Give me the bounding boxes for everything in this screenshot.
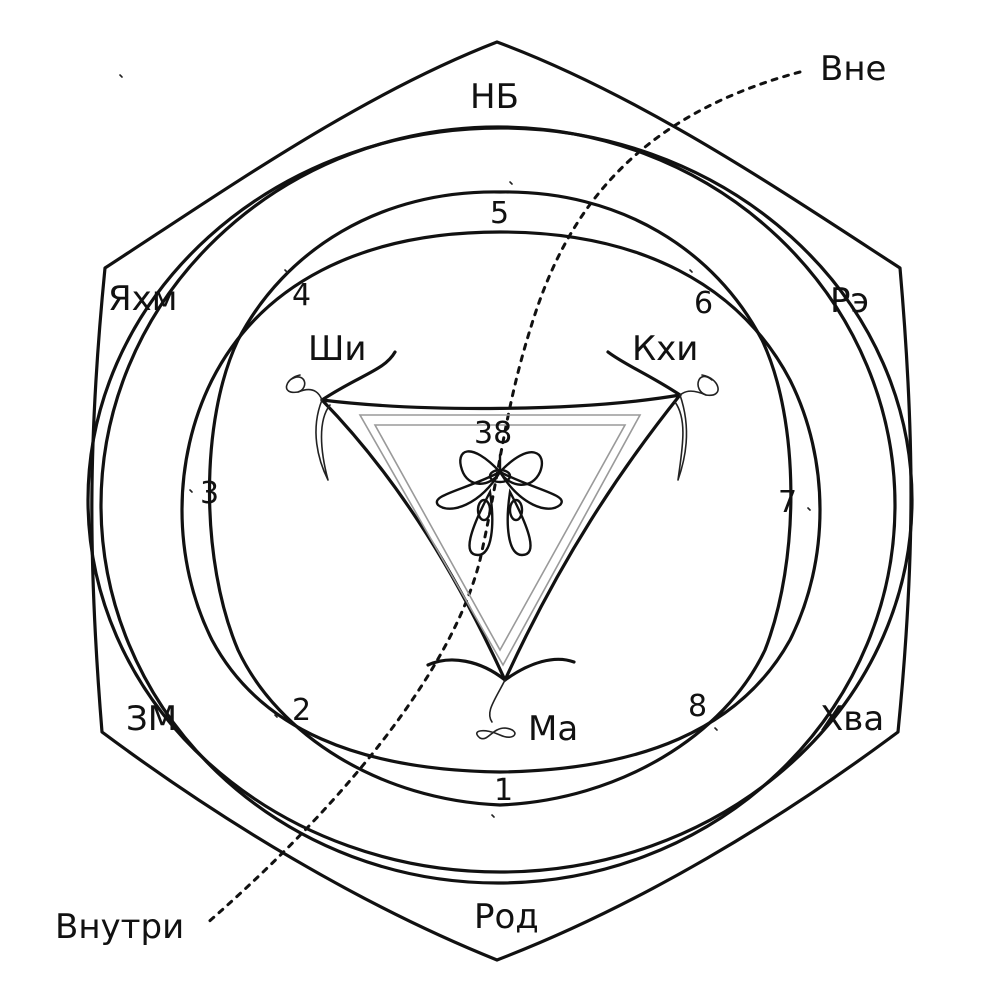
ring-number-7: 7 — [778, 485, 797, 520]
ring-number-2: 2 — [292, 693, 311, 728]
outer-label-top: НБ — [470, 77, 519, 117]
horizontal-ellipse — [86, 126, 914, 874]
outer-label-bottom-right: Хва — [820, 699, 884, 739]
center-number: 38 — [474, 416, 512, 451]
dotted-flow-curve — [203, 70, 802, 927]
left-vertex-flourish — [285, 350, 397, 481]
outer-label-top-right: Рэ — [830, 281, 869, 321]
sketch-ticks — [119, 74, 811, 818]
central-triangle — [320, 393, 682, 682]
ring-number-8: 8 — [688, 689, 707, 724]
label-inside: Внутри — [55, 907, 184, 947]
outer-hexagon — [90, 40, 913, 962]
right-vertex-flourish — [606, 350, 719, 481]
ring-number-3: 3 — [200, 476, 219, 511]
ring-number-1: 1 — [494, 773, 513, 808]
inner-triangle-outline-2 — [358, 414, 642, 667]
inner-triangle-outline — [373, 424, 627, 652]
central-flower — [435, 450, 563, 557]
bottom-vertex-flourish — [426, 657, 576, 740]
outer-label-bottom-left: ЗМ — [126, 699, 177, 739]
label-outside: Вне — [820, 49, 886, 89]
vertical-ellipse — [99, 125, 897, 885]
triangle-label-right: Кхи — [632, 329, 698, 369]
outer-label-top-left: Яхм — [108, 279, 177, 319]
ring-number-6: 6 — [694, 286, 713, 321]
triangle-label-left: Ши — [308, 329, 366, 369]
triangle-label-bottom: Ма — [528, 709, 578, 749]
inner-ring-wide — [180, 230, 822, 774]
ring-number-4: 4 — [292, 278, 311, 313]
ring-number-5: 5 — [490, 196, 509, 231]
outer-label-bottom: Род — [474, 897, 539, 937]
